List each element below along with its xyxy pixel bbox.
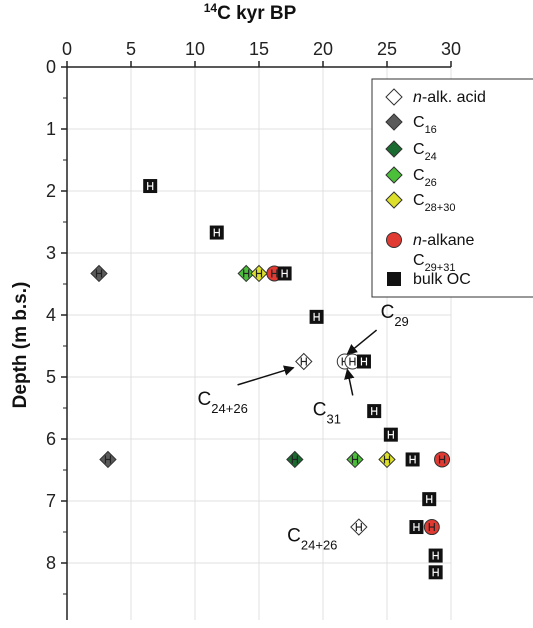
y-tick-label: 0 (46, 57, 56, 77)
y-tick-label: 8 (46, 553, 56, 573)
y-tick-label: 1 (46, 119, 56, 139)
legend-marker (385, 140, 403, 158)
axes (61, 61, 452, 620)
x-axis-title-main: C kyr BP (217, 3, 297, 24)
x-tick-label: 10 (185, 39, 205, 59)
data-point (250, 264, 268, 283)
data-point (422, 492, 437, 507)
y-tick-label: 2 (46, 181, 56, 201)
data-point (344, 353, 361, 370)
data-point (378, 450, 396, 469)
y-tick-label: 5 (46, 367, 56, 387)
data-points (90, 179, 451, 580)
data-point (90, 264, 108, 283)
data-point (277, 266, 292, 281)
annotation-label: C31 (313, 399, 341, 426)
legend-label: C24 (413, 141, 437, 163)
circle-marker (386, 232, 402, 248)
annotation-arrow (346, 329, 378, 355)
data-point (434, 451, 451, 468)
data-point (346, 450, 364, 469)
data-point (99, 450, 117, 469)
diamond-marker (385, 191, 403, 209)
legend-marker (387, 272, 401, 286)
data-point (286, 450, 304, 469)
data-point (428, 548, 443, 563)
diamond-marker (385, 113, 403, 131)
data-point (309, 309, 324, 324)
data-point (209, 225, 224, 240)
data-point (423, 519, 440, 536)
annotations: C29 C31 C24+26 C24+26 (198, 302, 409, 552)
square-marker (387, 272, 401, 286)
x-tick-label: 20 (313, 39, 333, 59)
legend-marker (385, 191, 403, 209)
legend: n-alk. acid C16 C24 C26 C28+30 n-alkane C29+31… (371, 78, 533, 298)
diamond-marker (385, 166, 403, 184)
legend-box (371, 78, 533, 298)
data-point (409, 520, 424, 535)
data-point (383, 427, 398, 442)
annotation-label: C24+26 (287, 525, 337, 552)
y-tick-label: 6 (46, 429, 56, 449)
legend-label: n-alk. acid (413, 89, 486, 106)
y-tick-label: 7 (46, 491, 56, 511)
x-tick-label: 5 (126, 39, 136, 59)
annotation-arrow (237, 365, 295, 386)
annotation-label: C24+26 (198, 389, 248, 416)
data-point (295, 352, 313, 371)
legend-label: C26 (413, 167, 437, 189)
x-tick-label: 25 (377, 39, 397, 59)
annotation-arrow (344, 368, 355, 396)
data-point (237, 264, 255, 283)
data-point (356, 354, 371, 369)
x-tick-label: 15 (249, 39, 269, 59)
x-axis-title-superscript: 14 (204, 1, 218, 15)
annotation-label: C29 (381, 302, 409, 329)
legend-marker (386, 232, 402, 248)
tick-labels: 0 5 10 15 20 25 30 0 1 2 3 4 5 6 7 8 (46, 39, 461, 573)
data-point (350, 518, 368, 536)
legend-label: C16 (413, 114, 437, 136)
legend-label: C28+30 (413, 192, 455, 214)
legend-marker (385, 113, 403, 131)
diamond-marker (385, 88, 403, 106)
x-tick-label: 0 (62, 39, 72, 59)
data-point (367, 404, 382, 419)
data-point (143, 179, 158, 194)
x-tick-label: 30 (441, 39, 461, 59)
x-axis-title: 14C kyr BP (204, 1, 297, 24)
legend-marker (385, 88, 403, 106)
data-point (405, 452, 420, 467)
y-tick-label: 4 (46, 305, 56, 325)
diamond-marker (385, 140, 403, 158)
data-point (428, 565, 443, 580)
y-axis-title: Depth (m b.s.) (10, 282, 31, 409)
legend-marker (385, 166, 403, 184)
legend-label: bulk OC (413, 271, 471, 288)
y-tick-label: 3 (46, 243, 56, 263)
legend-label-line2: C29+31 (413, 252, 455, 274)
legend-label: n-alkane (413, 232, 474, 249)
